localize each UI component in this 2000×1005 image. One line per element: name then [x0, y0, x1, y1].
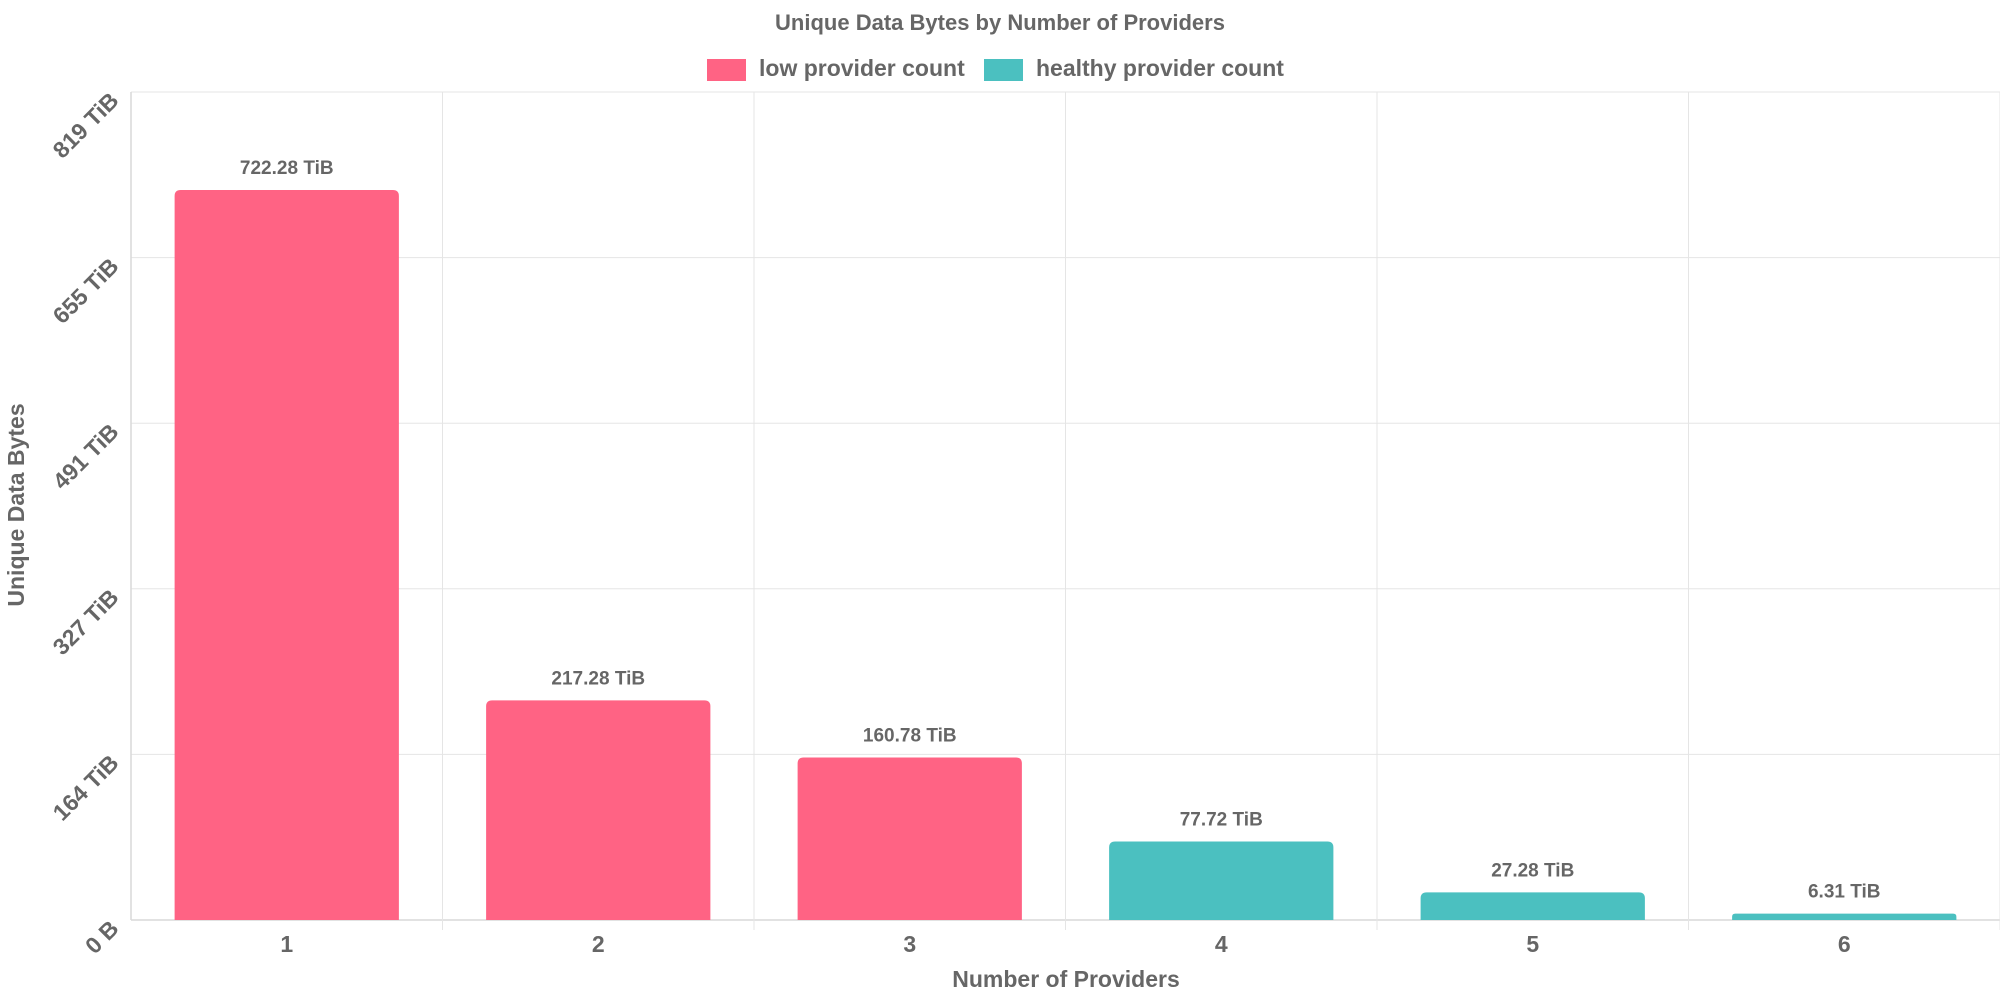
data-label-3: 160.78 TiB [863, 725, 957, 746]
bar-4[interactable] [1109, 841, 1334, 920]
x-axis-ticks: 1 2 3 4 5 6 [280, 931, 1850, 957]
bar-1[interactable] [174, 189, 399, 921]
bar-5[interactable] [1420, 892, 1645, 920]
data-labels: 722.28 TiB 217.28 TiB 160.78 TiB 77.72 TiB 2… [240, 158, 1881, 903]
x-tick-label-5: 5 [1526, 931, 1539, 957]
bar-6[interactable] [1732, 913, 1957, 920]
y-tick-label: 0 B [80, 915, 124, 959]
data-label-1: 722.28 TiB [240, 158, 334, 179]
legend-swatch-healthy-provider-count[interactable] [984, 59, 1023, 81]
y-tick-label: 327 TiB [48, 584, 124, 660]
x-tick-label-3: 3 [903, 931, 916, 957]
x-tick-label-6: 6 [1838, 931, 1851, 957]
chart-title: Unique Data Bytes by Number of Providers [775, 10, 1225, 35]
data-label-2: 217.28 TiB [551, 668, 645, 689]
legend-label-healthy-provider-count[interactable]: healthy provider count [1036, 55, 1284, 81]
gridlines [130, 91, 2000, 930]
bar-2[interactable] [486, 700, 711, 920]
data-label-5: 27.28 TiB [1491, 860, 1574, 881]
legend-label-low-provider-count[interactable]: low provider count [759, 55, 965, 81]
y-tick-label: 164 TiB [48, 750, 124, 826]
x-tick-label-1: 1 [280, 931, 293, 957]
y-tick-label: 655 TiB [48, 253, 124, 329]
legend-swatch-low-provider-count[interactable] [707, 59, 746, 81]
y-axis-ticks: 0 B 164 TiB 327 TiB 491 TiB 655 TiB 819 TiB [48, 87, 124, 959]
bars [174, 189, 1957, 921]
y-axis-title: Unique Data Bytes [3, 403, 29, 606]
y-tick-label: 819 TiB [48, 87, 124, 163]
x-tick-label-2: 2 [592, 931, 605, 957]
data-label-4: 77.72 TiB [1180, 809, 1263, 830]
data-label-6: 6.31 TiB [1808, 882, 1881, 903]
legend: low provider count healthy provider count [707, 55, 1284, 81]
bar-3[interactable] [797, 757, 1022, 920]
x-tick-label-4: 4 [1215, 931, 1228, 957]
x-axis-title: Number of Providers [952, 966, 1180, 992]
y-tick-label: 491 TiB [48, 418, 124, 494]
